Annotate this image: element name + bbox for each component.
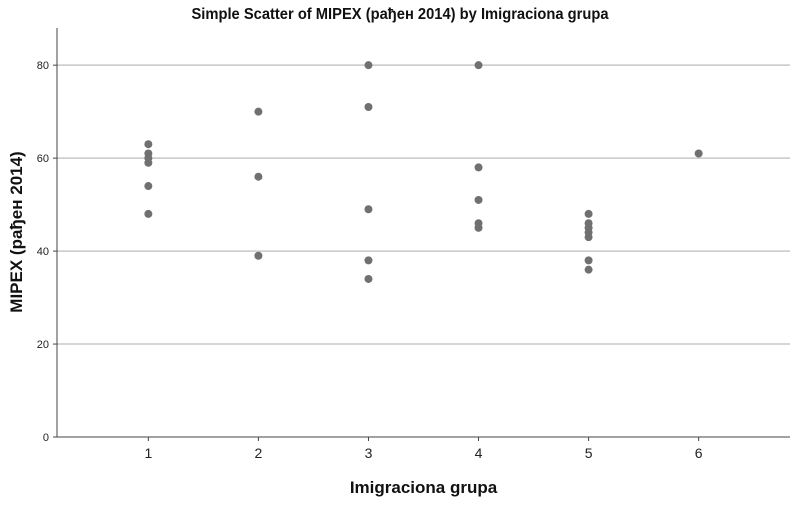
scatter-point	[584, 256, 593, 265]
x-tick-label-1: 1	[144, 445, 152, 461]
scatter-point	[364, 205, 373, 214]
scatter-point	[584, 265, 593, 274]
x-tick-label-3: 3	[365, 445, 373, 461]
scatter-point	[144, 182, 153, 191]
scatter-point	[364, 61, 373, 70]
y-axis-label: MIPEX (рађен 2014)	[7, 151, 26, 313]
y-tick-label-0: 0	[43, 432, 49, 444]
scatter-point	[144, 140, 153, 149]
scatter-point	[364, 256, 373, 265]
y-tick-label-20: 20	[37, 339, 49, 351]
scatter-point	[254, 107, 263, 116]
x-tick-label-5: 5	[585, 445, 593, 461]
y-tick-label-40: 40	[37, 246, 49, 258]
scatter-point	[694, 149, 703, 158]
scatter-point	[474, 223, 483, 232]
scatter-point	[584, 209, 593, 218]
x-tick-label-4: 4	[475, 445, 483, 461]
y-tick-label-80: 80	[37, 60, 49, 72]
scatter-point	[364, 274, 373, 283]
scatter-point	[364, 103, 373, 112]
x-tick-label-2: 2	[255, 445, 263, 461]
scatter-point	[474, 195, 483, 204]
x-axis-label: Imigraciona grupa	[349, 478, 498, 497]
x-tick-label-6: 6	[695, 445, 703, 461]
scatter-point	[144, 158, 153, 167]
scatter-point	[254, 251, 263, 260]
scatter-point	[474, 61, 483, 70]
scatter-point	[584, 233, 593, 242]
scatter-point	[474, 163, 483, 172]
y-tick-label-60: 60	[37, 153, 49, 165]
scatter-point	[254, 172, 263, 181]
scatter-point	[144, 209, 153, 218]
chart-title: Simple Scatter of MIPEX (рађен 2014) by …	[191, 6, 609, 23]
